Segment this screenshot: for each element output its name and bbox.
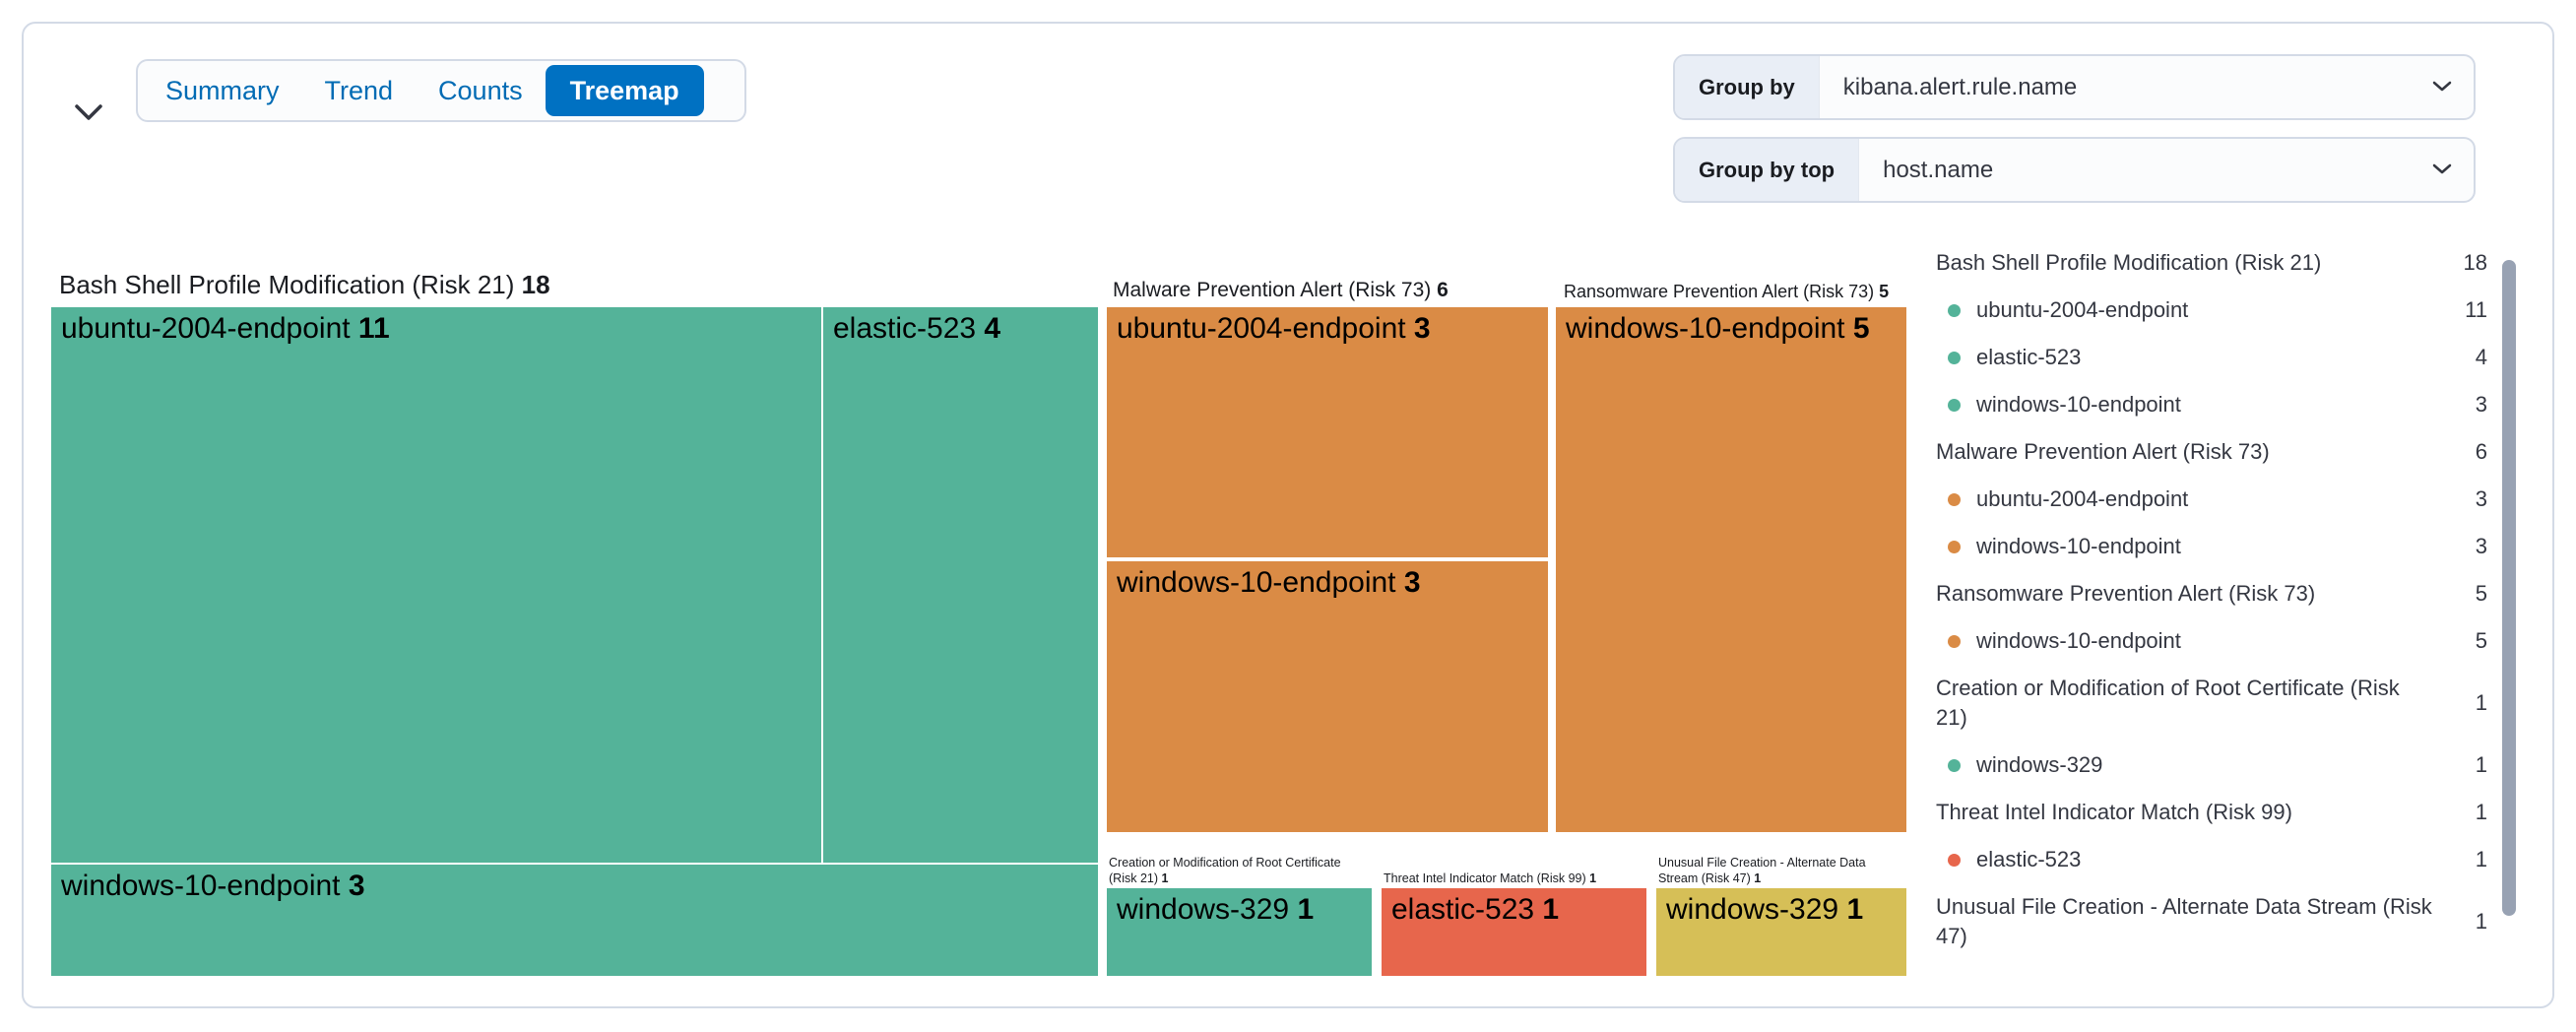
treemap-tile[interactable]: windows-329 1 [1656, 888, 1906, 976]
legend-count: 4 [2475, 345, 2487, 369]
tab-trend[interactable]: Trend [302, 61, 417, 120]
collapse-section-button[interactable] [69, 95, 108, 134]
legend-item[interactable]: elastic-523 1 [1936, 845, 2487, 874]
group-by-top-select[interactable]: Group by top host.name [1673, 137, 2476, 203]
treemap-group-label: Malware Prevention Alert (Risk 73) 6 [1113, 279, 1449, 301]
chevron-down-icon [75, 104, 102, 124]
treemap-group-label: Bash Shell Profile Modification (Risk 21… [59, 270, 550, 299]
treemap-tile[interactable]: windows-10-endpoint 3 [51, 865, 1098, 976]
legend-label: Unusual File Creation - Alternate Data S… [1936, 894, 2432, 948]
chevron-down-icon [2432, 79, 2452, 97]
legend-color-dot [1948, 398, 1961, 412]
legend-item[interactable]: elastic-523 4 [1936, 343, 2487, 372]
legend-color-dot [1948, 492, 1961, 506]
legend-count: 18 [2463, 250, 2487, 275]
treemap-tile[interactable]: windows-329 1 [1107, 888, 1372, 976]
legend-label: ubuntu-2004-endpoint [1976, 297, 2189, 322]
treemap-tile[interactable]: elastic-523 1 [1382, 888, 1646, 976]
legend-item[interactable]: ubuntu-2004-endpoint 3 [1936, 484, 2487, 514]
view-selection-button-group: Summary Trend Counts Treemap [136, 59, 746, 122]
legend-label: windows-10-endpoint [1976, 392, 2181, 417]
tab-counts[interactable]: Counts [416, 61, 546, 120]
legend-count: 1 [2475, 690, 2487, 715]
legend-label: windows-10-endpoint [1976, 534, 2181, 558]
legend-scrollbar[interactable] [2502, 260, 2516, 916]
legend-label: Malware Prevention Alert (Risk 73) [1936, 439, 2270, 464]
legend-color-dot [1948, 853, 1961, 867]
legend-count: 3 [2475, 392, 2487, 417]
legend-label: Bash Shell Profile Modification (Risk 21… [1936, 250, 2322, 275]
legend-color-dot [1948, 303, 1961, 317]
legend-count: 1 [2475, 752, 2487, 777]
treemap-tile[interactable]: windows-10-endpoint 3 [1107, 561, 1548, 832]
tab-summary[interactable]: Summary [143, 61, 302, 120]
legend-label: elastic-523 [1976, 847, 2082, 871]
group-by-top-label: Group by top [1675, 139, 1860, 201]
legend-group-title[interactable]: Creation or Modification of Root Certifi… [1936, 674, 2487, 733]
treemap-legend: Bash Shell Profile Modification (Risk 21… [1936, 248, 2487, 969]
legend-count: 11 [2465, 297, 2487, 322]
legend-group-title[interactable]: Bash Shell Profile Modification (Risk 21… [1936, 248, 2487, 278]
treemap-group-label: Unusual File Creation - Alternate Data S… [1658, 855, 1866, 885]
legend-color-dot [1948, 634, 1961, 648]
legend-label: windows-10-endpoint [1976, 628, 2181, 653]
legend-label: elastic-523 [1976, 345, 2082, 369]
legend-item[interactable]: windows-10-endpoint 3 [1936, 532, 2487, 561]
legend-label: windows-329 [1976, 752, 2103, 777]
tab-treemap[interactable]: Treemap [545, 65, 704, 116]
legend-label: Threat Intel Indicator Match (Risk 99) [1936, 800, 2292, 824]
legend-group-title[interactable]: Threat Intel Indicator Match (Risk 99) 1 [1936, 798, 2487, 827]
group-by-value: kibana.alert.rule.name [1842, 73, 2078, 100]
legend-group-title[interactable]: Unusual File Creation - Alternate Data S… [1936, 892, 2487, 951]
legend-count: 1 [2475, 847, 2487, 871]
treemap-group-label: Creation or Modification of Root Certifi… [1109, 855, 1341, 885]
legend-item[interactable]: windows-329 1 [1936, 750, 2487, 780]
legend-label: Ransomware Prevention Alert (Risk 73) [1936, 581, 2316, 606]
legend-count: 5 [2475, 581, 2487, 606]
alerts-treemap-chart: Bash Shell Profile Modification (Risk 21… [51, 256, 1906, 979]
legend-count: 1 [2475, 909, 2487, 934]
legend-count: 3 [2475, 534, 2487, 558]
legend-count: 1 [2475, 800, 2487, 824]
treemap-tile[interactable]: ubuntu-2004-endpoint 11 [51, 307, 821, 863]
legend-label: ubuntu-2004-endpoint [1976, 486, 2189, 511]
legend-item[interactable]: windows-10-endpoint 3 [1936, 390, 2487, 419]
legend-item[interactable]: ubuntu-2004-endpoint 11 [1936, 295, 2487, 325]
legend-color-dot [1948, 540, 1961, 553]
legend-color-dot [1948, 758, 1961, 772]
legend-label: Creation or Modification of Root Certifi… [1936, 676, 2400, 730]
legend-group-title[interactable]: Ransomware Prevention Alert (Risk 73) 5 [1936, 579, 2487, 609]
treemap-group-label: Threat Intel Indicator Match (Risk 99) 1 [1384, 871, 1597, 885]
treemap-group-label: Ransomware Prevention Alert (Risk 73) 5 [1564, 282, 1890, 301]
treemap-tile[interactable]: ubuntu-2004-endpoint 3 [1107, 307, 1548, 557]
legend-count: 5 [2475, 628, 2487, 653]
treemap-tile[interactable]: elastic-523 4 [823, 307, 1098, 863]
treemap-tile[interactable]: windows-10-endpoint 5 [1556, 307, 1906, 832]
group-by-top-value: host.name [1883, 156, 1994, 183]
legend-count: 3 [2475, 486, 2487, 511]
group-by-label: Group by [1675, 56, 1820, 118]
legend-color-dot [1948, 351, 1961, 364]
legend-count: 6 [2475, 439, 2487, 464]
alerts-visualization-panel: Summary Trend Counts Treemap Group by ki… [22, 22, 2554, 1008]
legend-group-title[interactable]: Malware Prevention Alert (Risk 73) 6 [1936, 437, 2487, 467]
legend-item[interactable]: windows-10-endpoint 5 [1936, 626, 2487, 656]
group-by-select[interactable]: Group by kibana.alert.rule.name [1673, 54, 2476, 120]
chevron-down-icon [2432, 161, 2452, 179]
